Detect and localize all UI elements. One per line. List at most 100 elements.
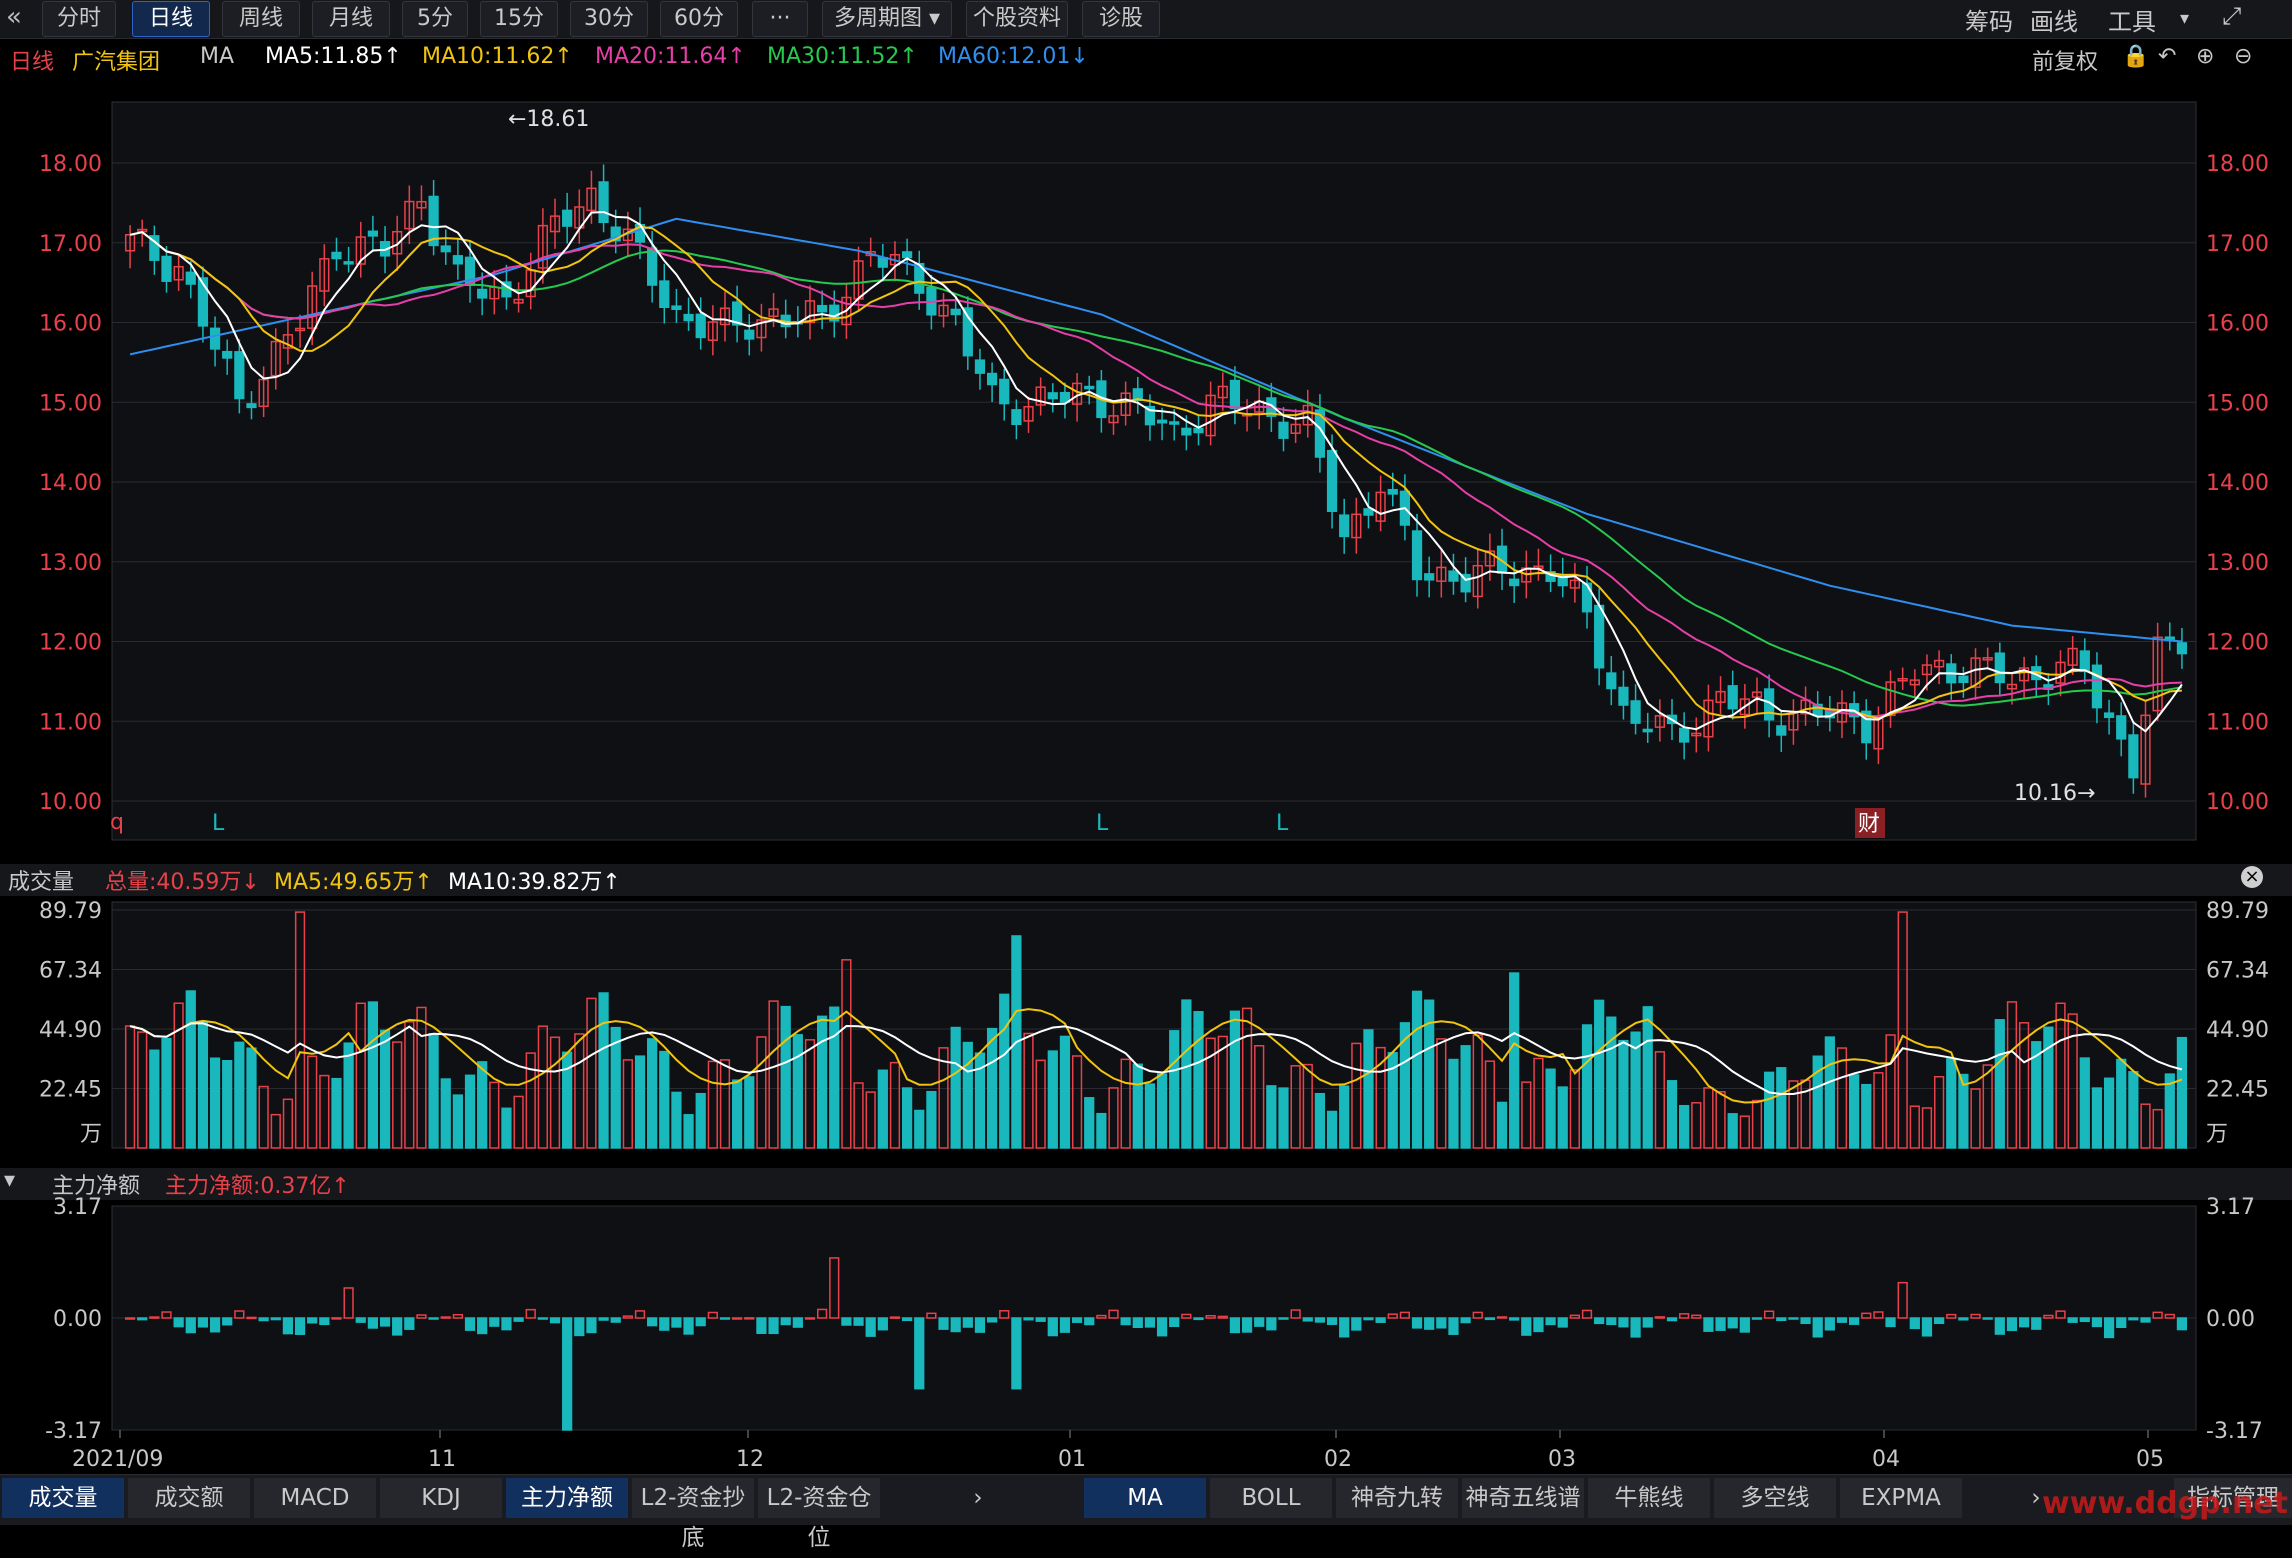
volume-bar: [246, 1047, 257, 1149]
period-tab-10[interactable]: 个股资料: [966, 1, 1068, 37]
candle-body: [1363, 508, 1374, 516]
candle-body: [440, 245, 451, 253]
period-tab-1[interactable]: 日线: [132, 1, 210, 37]
main-indicator-tab-1[interactable]: BOLL: [1210, 1478, 1332, 1518]
volume-bar: [222, 1059, 233, 1149]
volume-bar: [1448, 1058, 1459, 1149]
volume-bar: [1460, 1045, 1471, 1149]
main-indicator-tab-4[interactable]: 牛熊线: [1588, 1478, 1710, 1518]
candle-body: [804, 300, 816, 324]
flow-bar: [1958, 1317, 1969, 1321]
flow-bar: [719, 1317, 731, 1320]
indicator-tab-5[interactable]: L2-资金抄底: [632, 1478, 754, 1551]
flow-bar: [2128, 1317, 2139, 1321]
flow-bar: [1302, 1317, 1313, 1322]
indicator-tab-3[interactable]: KDJ: [380, 1478, 502, 1518]
period-tab-0[interactable]: 分时: [42, 1, 116, 37]
candle-body: [2140, 714, 2151, 785]
stock-chart[interactable]: 18.00 18.00 17.00 17.00 16.00 16.00 15.00 15.00…: [0, 0, 2292, 1474]
indicator-tab-2[interactable]: MACD: [254, 1478, 376, 1518]
flow-bar: [1472, 1311, 1483, 1319]
ma60-value: MA60:12.01↓: [938, 44, 1089, 69]
lock-icon[interactable]: 🔒: [2122, 44, 2150, 69]
candle-body: [197, 277, 209, 327]
indicator-tab-1[interactable]: 成交额: [128, 1478, 250, 1518]
flow-bar: [477, 1317, 488, 1335]
flow-bar: [392, 1317, 403, 1336]
volume-bar: [1776, 1067, 1787, 1149]
candle-body: [392, 230, 403, 255]
flow-bar: [1424, 1317, 1435, 1330]
main-indicator-tab-5[interactable]: 多空线: [1714, 1478, 1836, 1518]
back-icon[interactable]: «: [6, 2, 22, 32]
period-tab-6[interactable]: 30分: [570, 1, 648, 37]
volume-bar: [2152, 1108, 2163, 1149]
flow-bar: [1509, 1317, 1520, 1321]
period-tab-9[interactable]: 多周期图 ▾: [822, 1, 952, 37]
candle-body: [962, 307, 973, 357]
close-volume-icon[interactable]: ×: [2241, 866, 2263, 888]
candle-body: [1970, 657, 1981, 688]
adjust-mode[interactable]: 前复权: [2032, 50, 2099, 75]
flow-bar: [1339, 1317, 1350, 1338]
candle-body: [732, 301, 743, 326]
period-tab-5[interactable]: 15分: [480, 1, 558, 37]
price-axis-label-left: 14.00: [39, 471, 102, 496]
indicator-manage-button[interactable]: 指标管理: [2174, 1478, 2292, 1518]
indicator-tab-0[interactable]: 成交量: [2, 1478, 124, 1518]
flow-bar: [2164, 1313, 2175, 1319]
zoom-out-icon[interactable]: ⊖: [2234, 44, 2253, 69]
volume-bar: [1569, 1069, 1580, 1149]
main-indicator-tab-6[interactable]: EXPMA: [1840, 1478, 1962, 1518]
indicator-tab-4[interactable]: 主力净额: [506, 1478, 628, 1518]
main-indicator-tab-0[interactable]: MA: [1084, 1478, 1206, 1518]
candle-body: [586, 187, 597, 212]
candle-body: [598, 181, 609, 224]
main-indicator-tab-3[interactable]: 神奇五线谱: [1462, 1478, 1584, 1518]
chevron-down-icon[interactable]: ▾: [2180, 8, 2190, 29]
collapse-icon[interactable]: ▾: [4, 1168, 16, 1193]
x-axis-label: 03: [1548, 1447, 1576, 1472]
undo-icon[interactable]: ↶: [2158, 44, 2177, 69]
candle-body: [307, 285, 318, 329]
volume-bar: [1679, 1104, 1690, 1149]
volume-title: 成交量: [8, 870, 75, 895]
volume-bar: [1047, 1050, 1058, 1149]
volume-bar: [2091, 1087, 2103, 1149]
indicator-name[interactable]: MA: [200, 44, 235, 69]
candle-body: [950, 308, 961, 316]
period-tab-11[interactable]: 诊股: [1082, 1, 1160, 37]
flow-bar: [2018, 1317, 2030, 1328]
tab-scroll-right2-icon[interactable]: ›: [2031, 1485, 2041, 1511]
chip-button[interactable]: 筹码: [1965, 8, 2013, 36]
flow-bar: [294, 1317, 306, 1335]
tab-scroll-right-icon[interactable]: ›: [973, 1485, 983, 1511]
volume-bar: [537, 1025, 548, 1149]
stock-name[interactable]: 广汽集团: [72, 50, 161, 75]
flow-bar: [622, 1315, 633, 1319]
indicator-tab-6[interactable]: L2-资金仓位: [758, 1478, 880, 1551]
period-tab-2[interactable]: 周线: [222, 1, 300, 37]
candle-body: [234, 351, 245, 400]
period-tab-4[interactable]: 5分: [402, 1, 468, 37]
volume-bar: [865, 1091, 876, 1149]
period-tab-7[interactable]: 60分: [660, 1, 738, 37]
flow-bar: [440, 1316, 451, 1319]
fullscreen-icon[interactable]: ⤢: [2222, 2, 2242, 30]
flow-bar: [683, 1317, 694, 1335]
period-tab-8[interactable]: ···: [752, 1, 808, 37]
tools-button[interactable]: 工具: [2108, 8, 2156, 36]
candle-body: [258, 378, 269, 408]
main-indicator-tab-2[interactable]: 神奇九转: [1336, 1478, 1458, 1518]
candle-body: [1132, 388, 1143, 402]
candle-body: [1108, 415, 1119, 424]
flow-bar: [343, 1287, 354, 1319]
draw-line-button[interactable]: 画线: [2030, 8, 2078, 36]
volume-bar: [1606, 1016, 1617, 1149]
volume-bar: [1848, 1074, 1860, 1149]
period-tab-3[interactable]: 月线: [312, 1, 390, 37]
zoom-in-icon[interactable]: ⊕: [2196, 44, 2215, 69]
candle-body: [768, 308, 779, 318]
flow-bar: [1581, 1309, 1593, 1319]
flow-bar: [537, 1317, 548, 1320]
